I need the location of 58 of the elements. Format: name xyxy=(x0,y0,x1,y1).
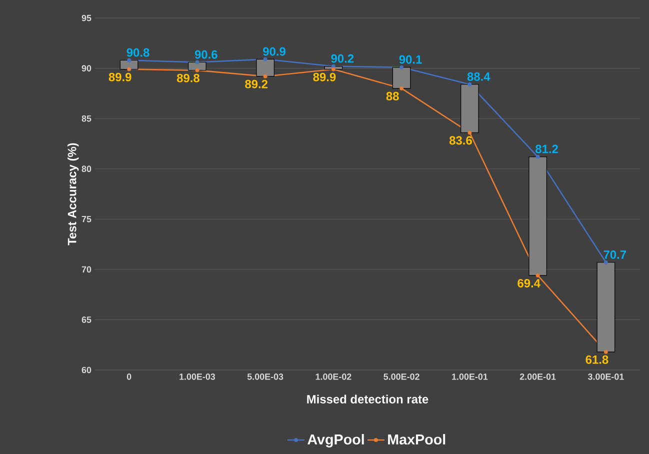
bar xyxy=(596,262,616,352)
data-label: 69.4 xyxy=(518,278,540,288)
point xyxy=(536,274,540,278)
x-tick-label: 5.00E-02 xyxy=(384,374,420,380)
data-label: 90.2 xyxy=(331,54,354,63)
data-label: 81.2 xyxy=(536,144,558,154)
y-axis-title: Test Accuracy (%) xyxy=(68,143,79,246)
data-label: 89.9 xyxy=(108,72,132,82)
point xyxy=(604,350,608,354)
point xyxy=(195,60,200,64)
x-tick-label: 0 xyxy=(126,374,132,380)
data-label: 70.7 xyxy=(604,250,626,259)
point xyxy=(400,86,404,90)
data-label: 83.6 xyxy=(449,136,472,145)
point xyxy=(468,130,472,135)
x-axis-title: Missed detection rate xyxy=(307,394,428,404)
point xyxy=(604,260,608,264)
y-tick-label: 75 xyxy=(82,216,92,222)
x-tick-label: 2.00E-01 xyxy=(520,374,556,380)
bar xyxy=(392,66,411,89)
data-label: 90.1 xyxy=(399,55,422,64)
y-tick-label: 80 xyxy=(82,166,92,172)
point xyxy=(536,154,540,159)
bar xyxy=(460,84,479,133)
bar xyxy=(188,62,206,71)
data-label: 89.2 xyxy=(245,80,268,88)
x-tick-label: 5.00E-03 xyxy=(247,374,284,380)
data-label: 90.9 xyxy=(263,47,286,56)
x-tick-label: 1.00E-02 xyxy=(316,374,352,380)
point xyxy=(468,82,472,86)
data-label: 89.8 xyxy=(176,74,200,82)
x-tick-label: 1.00E-01 xyxy=(452,374,488,380)
point xyxy=(263,74,268,78)
legend-label: MaxPool xyxy=(388,434,446,445)
x-tick-label: 3.00E-01 xyxy=(588,374,624,380)
bar xyxy=(256,58,274,77)
y-tick-label: 90 xyxy=(82,65,92,72)
point xyxy=(127,67,132,72)
y-tick-label: 95 xyxy=(82,14,92,22)
point xyxy=(195,68,200,72)
data-label: 61.8 xyxy=(586,355,608,364)
y-tick-label: 70 xyxy=(82,266,92,273)
y-tick-label: 60 xyxy=(82,366,92,374)
point xyxy=(400,65,404,70)
point xyxy=(263,57,268,62)
data-label: 88 xyxy=(386,92,399,100)
y-tick-label: 65 xyxy=(82,316,92,323)
data-label: 90.8 xyxy=(126,48,150,57)
bar xyxy=(528,156,547,276)
data-label: 89.9 xyxy=(313,72,336,82)
y-tick-label: 85 xyxy=(82,115,92,122)
x-tick-label: 1.00E-03 xyxy=(180,374,216,380)
legend-label: AvgPool xyxy=(308,434,364,448)
point xyxy=(331,64,336,68)
data-label: 90.6 xyxy=(194,50,218,59)
data-label: 88.4 xyxy=(467,72,490,81)
point xyxy=(127,58,132,62)
point xyxy=(331,67,336,72)
